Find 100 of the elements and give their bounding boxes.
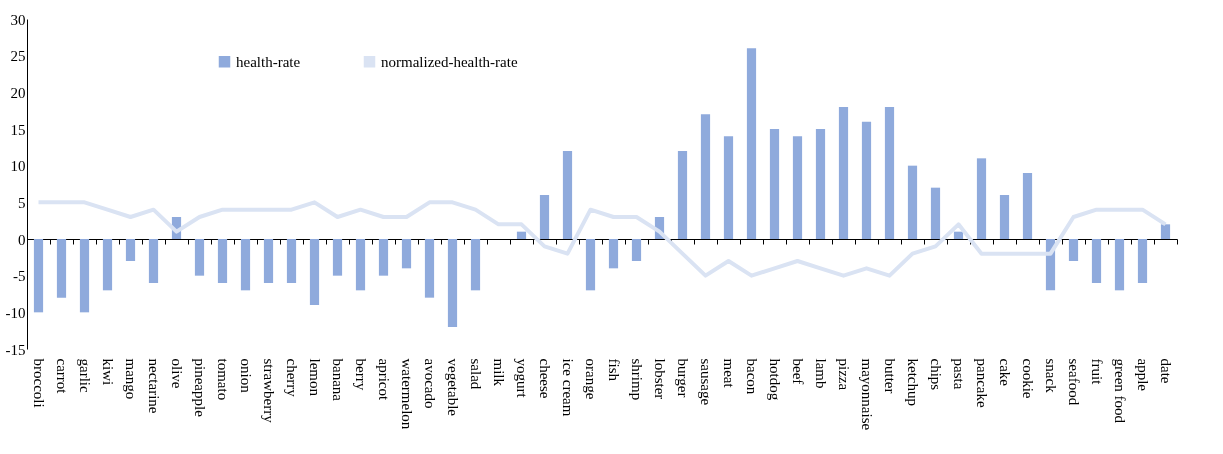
- bar: [999, 195, 1010, 239]
- x-tick-label: cherry: [284, 358, 300, 398]
- x-tick-label: olive: [169, 358, 185, 389]
- bar: [1160, 224, 1171, 239]
- bar: [516, 231, 527, 239]
- x-tick-label: seafood: [1066, 358, 1082, 406]
- legend-label: normalized-health-rate: [381, 53, 518, 70]
- bar: [1068, 239, 1079, 261]
- bar: [1114, 239, 1125, 291]
- x-tick-label: cake: [997, 358, 1013, 387]
- x-tick-label: yogurt: [514, 358, 530, 399]
- bar: [56, 239, 67, 298]
- x-tick-label: fish: [606, 358, 622, 382]
- bar: [631, 239, 642, 261]
- x-tick-label: orange: [583, 358, 599, 400]
- x-tick-label: lemon: [307, 358, 323, 397]
- bar: [1137, 239, 1148, 283]
- bar: [125, 239, 136, 261]
- x-tick-label: meat: [721, 358, 737, 389]
- bar: [401, 239, 412, 269]
- y-tick-label: 20: [10, 84, 26, 101]
- x-tick-label: pineapple: [192, 358, 208, 418]
- bar: [792, 136, 803, 239]
- x-tick-label: date: [1158, 358, 1174, 384]
- x-tick-label: berry: [353, 358, 369, 391]
- bar: [907, 165, 918, 239]
- x-tick-label: milk: [491, 358, 507, 387]
- x-tick-label: cheese: [537, 358, 553, 399]
- x-tick-label: mango: [123, 358, 139, 400]
- bar: [79, 239, 90, 313]
- x-tick-label: tomato: [215, 358, 231, 401]
- bar: [815, 129, 826, 239]
- bar: [1091, 239, 1102, 283]
- x-tick-label: strawberry: [261, 358, 277, 424]
- bar: [148, 239, 159, 283]
- x-tick-label: green food: [1112, 358, 1128, 424]
- x-tick-label: vegetable: [445, 358, 461, 417]
- bar: [677, 151, 688, 239]
- y-tick-label: -10: [5, 304, 26, 321]
- y-tick-label: 0: [18, 231, 26, 248]
- bar: [585, 239, 596, 291]
- x-tick-label: shrimp: [629, 358, 645, 401]
- y-tick-label: 25: [10, 48, 26, 65]
- bar: [562, 151, 573, 239]
- x-tick-label: avocado: [422, 358, 438, 409]
- y-tick-label: 15: [10, 121, 26, 138]
- bar: [102, 239, 113, 291]
- bar: [930, 187, 941, 239]
- x-tick-label: sausage: [698, 358, 714, 406]
- x-tick-label: kiwi: [100, 358, 116, 386]
- bar: [884, 107, 895, 239]
- x-tick-label: nectarine: [146, 358, 162, 414]
- bar: [309, 239, 320, 305]
- x-tick-label: beef: [790, 358, 806, 385]
- bar: [217, 239, 228, 283]
- bar: [263, 239, 274, 283]
- x-tick-label: apple: [1135, 358, 1151, 392]
- x-tick-label: carrot: [54, 358, 70, 395]
- x-tick-label: mayonnaise: [859, 358, 875, 431]
- x-tick-label: pizza: [836, 358, 852, 391]
- bar: [355, 239, 366, 291]
- bar: [332, 239, 343, 276]
- bar: [861, 121, 872, 239]
- y-tick-label: -5: [13, 268, 26, 285]
- bar: [769, 129, 780, 239]
- bar: [723, 136, 734, 239]
- x-tick-label: hotdog: [767, 358, 783, 401]
- bar: [976, 158, 987, 239]
- bar: [539, 195, 550, 239]
- x-tick-label: pancake: [974, 358, 990, 408]
- x-tick-label: salad: [468, 358, 484, 390]
- x-tick-label: bacon: [744, 358, 760, 395]
- bar: [953, 231, 964, 239]
- x-tick-label: pasta: [951, 358, 967, 390]
- x-tick-label: watermelon: [399, 358, 415, 430]
- y-tick-label: 10: [10, 158, 26, 175]
- bar: [33, 239, 44, 313]
- y-tick-label: 30: [10, 11, 26, 28]
- x-tick-label: broccoli: [31, 358, 47, 408]
- bar: [470, 239, 481, 291]
- y-tick-label: 5: [18, 194, 26, 211]
- x-tick-label: banana: [330, 358, 346, 402]
- y-tick-label: -15: [5, 341, 26, 358]
- x-tick-label: apricot: [376, 358, 392, 401]
- bar: [286, 239, 297, 283]
- bar: [700, 114, 711, 239]
- bar: [378, 239, 389, 276]
- legend-label: health-rate: [236, 53, 301, 70]
- x-tick-label: ketchup: [905, 358, 921, 406]
- x-tick-label: onion: [238, 358, 254, 394]
- x-tick-label: lobster: [652, 358, 668, 400]
- line-series: [36, 200, 1168, 278]
- bar: [838, 107, 849, 239]
- x-tick-label: butter: [882, 358, 898, 394]
- bar: [447, 239, 458, 327]
- x-tick-label: cookie: [1020, 358, 1036, 399]
- x-tick-label: snack: [1043, 358, 1059, 394]
- bar: [1022, 173, 1033, 239]
- x-tick-label: chips: [928, 358, 944, 391]
- x-tick-label: lamb: [813, 358, 829, 389]
